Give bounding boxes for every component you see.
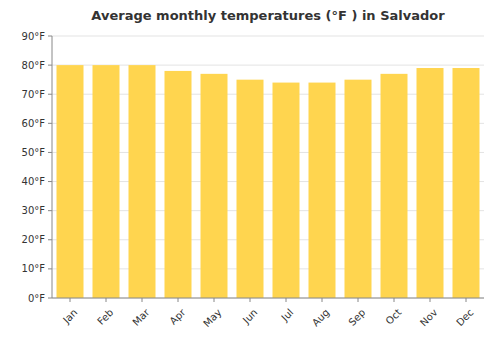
x-tick	[250, 298, 251, 302]
y-tick	[48, 36, 52, 37]
bar	[237, 80, 264, 298]
y-tick-label: 50°F	[22, 147, 46, 158]
x-tick-label: Oct	[383, 307, 403, 327]
grid-line	[52, 298, 484, 299]
bar	[345, 80, 372, 298]
y-tick	[48, 210, 52, 211]
x-tick-label: Nov	[418, 307, 440, 329]
x-tick	[70, 298, 71, 302]
x-tick	[106, 298, 107, 302]
x-tick	[142, 298, 143, 302]
y-tick	[48, 65, 52, 66]
bar	[453, 68, 480, 298]
y-tick-label: 30°F	[22, 205, 46, 216]
x-tick-label: Mar	[130, 306, 152, 328]
bar	[417, 68, 444, 298]
y-tick	[48, 94, 52, 95]
x-axis-line	[52, 298, 484, 299]
x-tick-label: Apr	[167, 306, 188, 327]
grid	[52, 36, 484, 298]
y-tick-label: 70°F	[22, 89, 46, 100]
bar	[381, 74, 408, 298]
y-tick	[48, 239, 52, 240]
chart: 0°F 10°F 20°F 30°F 40°F 50°F 60°F 70°F 80°F 90°F J…	[0, 0, 500, 350]
bar	[201, 74, 228, 298]
y-tick	[48, 181, 52, 182]
bar	[57, 65, 84, 298]
bar	[309, 83, 336, 298]
x-tick-label: Dec	[454, 307, 475, 328]
x-tick	[322, 298, 323, 302]
y-tick	[48, 123, 52, 124]
y-axis-line	[52, 36, 53, 298]
x-tick	[466, 298, 467, 302]
x-tick-label: Jun	[240, 307, 260, 327]
bar	[273, 83, 300, 298]
x-tick	[178, 298, 179, 302]
grid-line	[52, 36, 484, 37]
bar	[129, 65, 156, 298]
y-tick	[48, 152, 52, 153]
y-axis: 0°F 10°F 20°F 30°F 40°F 50°F 60°F 70°F 80°F 90°F	[22, 31, 52, 304]
bar	[165, 71, 192, 298]
y-tick-label: 0°F	[28, 293, 45, 304]
x-tick	[394, 298, 395, 302]
bars	[57, 65, 480, 298]
x-tick	[430, 298, 431, 302]
y-tick-label: 90°F	[22, 31, 46, 42]
x-tick	[358, 298, 359, 302]
y-tick-label: 80°F	[22, 60, 46, 71]
x-tick-label: Aug	[310, 307, 332, 329]
x-tick	[214, 298, 215, 302]
x-axis: Jan Feb Mar Apr May Jun Jul Aug Sep Oct Nov Dec	[52, 298, 484, 329]
x-tick	[286, 298, 287, 302]
bar	[93, 65, 120, 298]
y-tick-label: 20°F	[22, 234, 46, 245]
x-tick-label: Sep	[346, 307, 367, 328]
x-tick-label: Jan	[60, 307, 79, 326]
x-tick-label: Feb	[95, 307, 115, 327]
y-tick	[48, 268, 52, 269]
chart-container: 0°F 10°F 20°F 30°F 40°F 50°F 60°F 70°F 80°F 90°F J…	[0, 0, 500, 350]
x-tick-label: May	[201, 307, 223, 329]
title: Average monthly temperatures (°F ) in Sa…	[91, 8, 445, 23]
y-tick	[48, 298, 52, 299]
x-tick-label: Jul	[278, 307, 295, 324]
y-tick-label: 40°F	[22, 176, 46, 187]
y-tick-label: 10°F	[22, 263, 46, 274]
y-tick-label: 60°F	[22, 118, 46, 129]
